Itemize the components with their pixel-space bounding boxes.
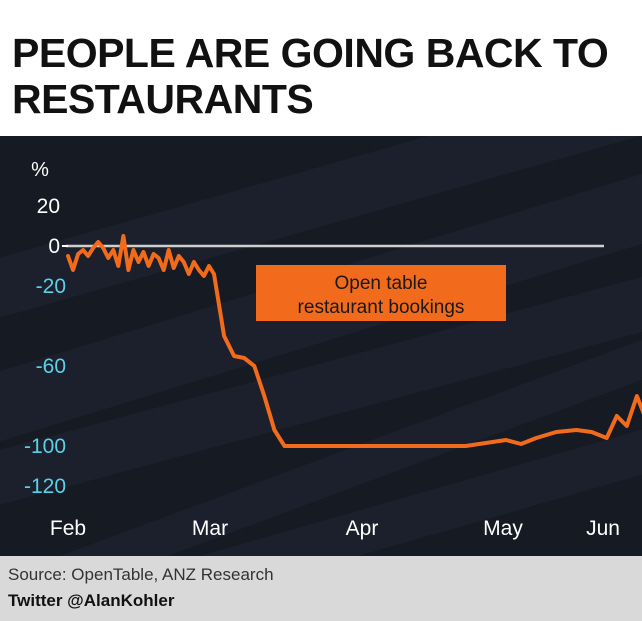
- x-tick-label: Jun: [586, 517, 620, 540]
- x-tick-label: Mar: [192, 517, 228, 540]
- x-tick-label: Apr: [346, 517, 379, 540]
- x-tick-label: May: [483, 517, 523, 540]
- annotation-box: [256, 265, 506, 321]
- x-tick-label: Feb: [50, 517, 86, 540]
- y-tick-label: -20: [36, 275, 66, 298]
- y-tick-label: 0: [48, 235, 60, 258]
- twitter-handle: Twitter @AlanKohler: [8, 591, 175, 610]
- source-note: Source: OpenTable, ANZ Research: [8, 565, 274, 584]
- y-tick-label: -60: [36, 355, 66, 378]
- annotation-label: restaurant bookings: [298, 297, 465, 318]
- annotation-label: Open table: [335, 273, 428, 294]
- footer-bar: [0, 556, 642, 621]
- y-tick-label: -100: [24, 435, 66, 458]
- line-chart: % 20 0 -20 -60 -100 -120 Feb Mar Apr May Jun Open ta…: [0, 136, 642, 556]
- chart-panel: % 20 0 -20 -60 -100 -120 Feb Mar Apr May Jun Open ta…: [0, 136, 642, 556]
- chart-title: PEOPLE ARE GOING BACK TO RESTAURANTS: [12, 30, 609, 122]
- background-streak: [200, 429, 642, 556]
- y-tick-label: -120: [24, 475, 66, 498]
- y-axis-unit-label: %: [31, 159, 49, 181]
- bookings-series-line: [66, 234, 642, 448]
- background-streak: [60, 339, 642, 556]
- y-tick-label: 20: [37, 195, 60, 218]
- background-streak: [0, 277, 642, 505]
